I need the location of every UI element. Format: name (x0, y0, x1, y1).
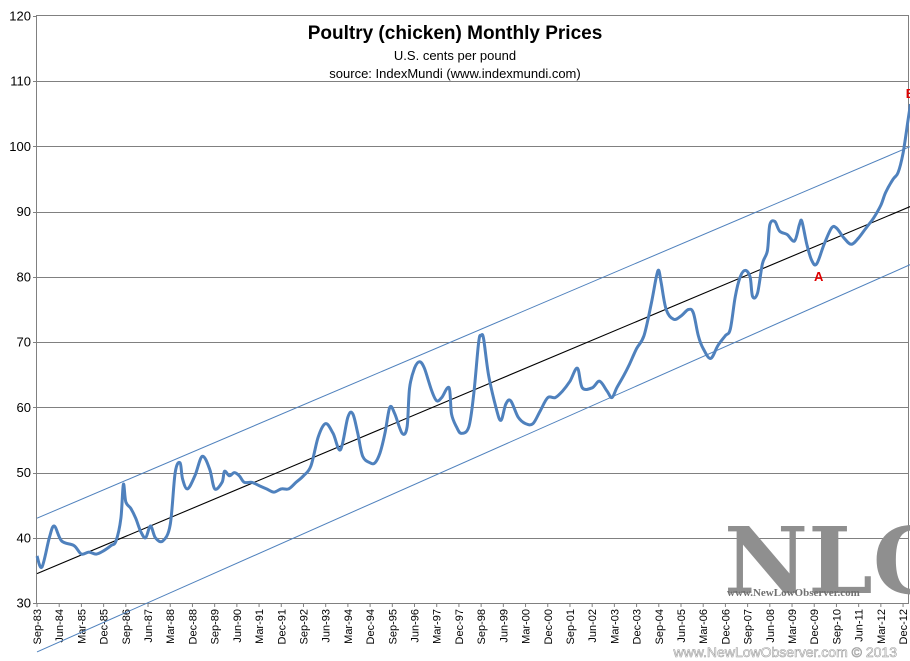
x-tick-label: Jun-05 (676, 609, 688, 643)
x-tick-label: Dec-06 (720, 609, 732, 644)
x-tick-label: Mar-97 (432, 609, 444, 644)
y-tick-label: 40 (17, 530, 31, 545)
x-axis-tick-labels: Sep-83 Jun-84 Mar-85 Dec-85 Sep-86 Jun-87 Mar-… (32, 603, 910, 644)
x-tick-label: Sep-10 (831, 609, 843, 644)
x-tick-label: Dec-09 (809, 609, 821, 644)
price-series (35, 103, 910, 570)
chart-title: Poultry (chicken) Monthly Prices (308, 23, 603, 44)
y-tick-label: 30 (17, 596, 31, 611)
x-tick-label: Sep-83 (32, 609, 44, 644)
y-tick-label: 60 (17, 400, 31, 415)
x-tick-label: Jun-84 (54, 609, 66, 643)
chart-subtitle-source: source: IndexMundi (www.indexmundi.com) (329, 66, 580, 81)
x-tick-label: Sep-89 (210, 609, 222, 644)
x-tick-label: Dec-94 (365, 609, 377, 644)
x-tick-label: Jun-99 (498, 609, 510, 643)
watermark-logo-text: NLO (724, 507, 910, 615)
x-tick-label: Jun-90 (232, 609, 244, 643)
channel-lines (36, 146, 910, 653)
x-tick-label: Dec-00 (543, 609, 555, 644)
channel-upper-line (36, 146, 910, 519)
annotation-a: A (814, 269, 824, 284)
channel-lower-line (36, 264, 910, 653)
x-tick-label: Mar-91 (254, 609, 266, 644)
y-tick-label: 80 (17, 269, 31, 284)
x-tick-label: Jun-96 (410, 609, 422, 643)
annotations: AB (814, 86, 910, 284)
x-tick-label: Dec-97 (454, 609, 466, 644)
x-tick-label: Sep-95 (387, 609, 399, 644)
x-tick-label: Jun-02 (587, 609, 599, 643)
plot-area (36, 15, 909, 604)
x-tick-label: Mar-85 (76, 609, 88, 644)
x-tick-label: Mar-03 (609, 609, 621, 644)
x-tick-label: Mar-06 (698, 609, 710, 644)
y-axis-tick-labels: 30 40 50 60 70 80 90 100 110 120 (9, 9, 37, 611)
y-tick-label: 50 (17, 465, 31, 480)
x-tick-label: Mar-09 (787, 609, 799, 644)
x-tick-label: Dec-91 (276, 609, 288, 644)
annotation-b: B (906, 86, 910, 101)
x-tick-label: Mar-88 (165, 609, 177, 644)
x-tick-label: Jun-08 (765, 609, 777, 643)
trend-line (36, 206, 910, 575)
x-tick-label: Mar-94 (343, 609, 355, 644)
x-tick-label: Sep-04 (654, 609, 666, 644)
poultry-price-line (35, 103, 910, 570)
x-tick-label: Jun-93 (321, 609, 333, 643)
watermark-url: www.NewLowObserver.com (727, 587, 860, 599)
x-tick-label: Sep-98 (476, 609, 488, 644)
watermark-logo: NLO www.NewLowObserver.com (724, 507, 910, 615)
x-tick-label: Mar-00 (521, 609, 533, 644)
x-tick-label: Mar-12 (876, 609, 888, 644)
x-tick-label: Jun-87 (143, 609, 155, 643)
y-tick-label: 110 (10, 74, 31, 89)
x-tick-label: Sep-86 (121, 609, 133, 644)
x-tick-label: Dec-85 (99, 609, 111, 644)
y-tick-label: 90 (17, 204, 31, 219)
x-tick-label: Sep-07 (743, 609, 755, 644)
y-tick-label: 100 (9, 139, 31, 154)
chart-subtitle-units: U.S. cents per pound (394, 48, 516, 63)
x-tick-label: Sep-92 (298, 609, 310, 644)
x-tick-label: Dec-12 (898, 609, 910, 644)
x-tick-label: Sep-01 (565, 609, 577, 644)
x-tick-label: Dec-03 (632, 609, 644, 644)
y-tick-label: 120 (9, 9, 31, 24)
y-tick-label: 70 (17, 335, 31, 350)
x-tick-label: Jun-11 (854, 609, 866, 642)
x-tick-label: Dec-88 (187, 609, 199, 644)
footer-copyright: www.NewLowObserver.com © 2013 (672, 644, 897, 660)
